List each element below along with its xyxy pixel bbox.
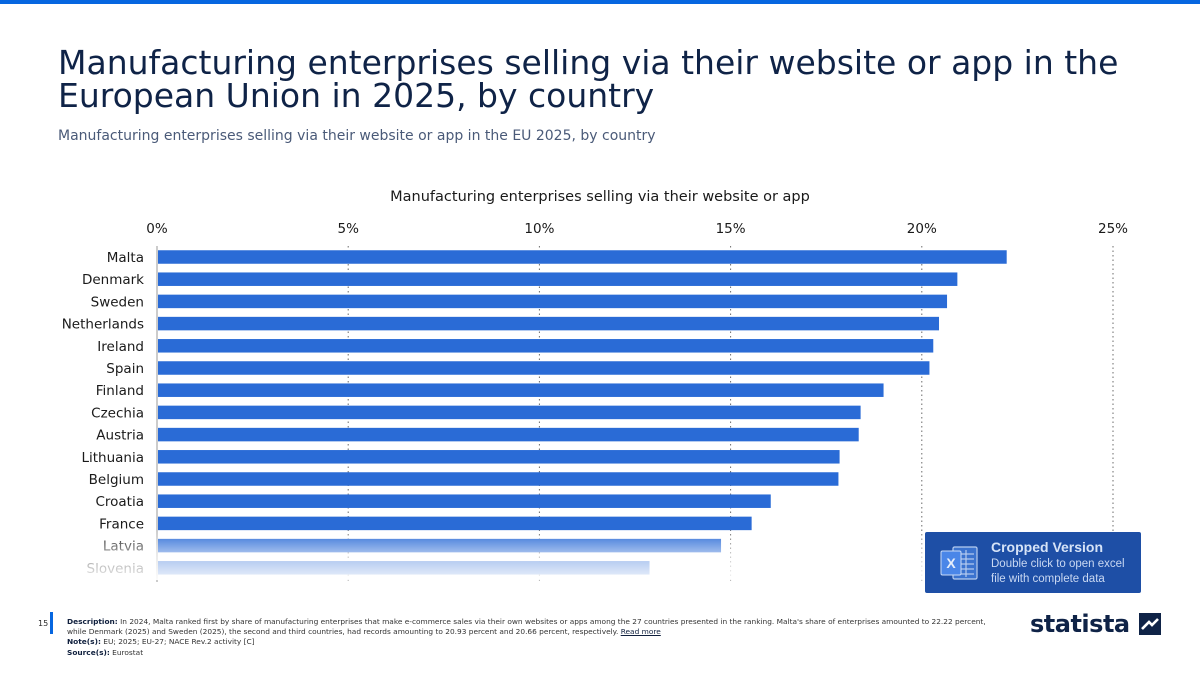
read-more-link[interactable]: Read more [620, 627, 661, 637]
bar-france [158, 516, 752, 531]
logo-text: statista [1030, 610, 1130, 638]
source-text: Eurostat [112, 647, 144, 657]
page-subtitle: Manufacturing enterprises selling via th… [58, 128, 656, 144]
bar-belgium [158, 472, 839, 486]
category-label: Finland [96, 383, 144, 399]
x-tick-label: 0% [146, 221, 168, 237]
bar-croatia [158, 494, 771, 508]
category-label: France [99, 516, 144, 532]
notes-line: Note(s): EU; 2025; EU-27; NACE Rev.2 act… [67, 637, 997, 647]
bar-czechia [158, 405, 861, 420]
category-label: Latvia [103, 539, 144, 555]
category-label: Netherlands [62, 317, 144, 333]
category-label: Sweden [91, 294, 144, 310]
bar-ireland [158, 339, 934, 353]
category-labels: Malta Denmark Sweden Netherlands Ireland Spai… [62, 250, 144, 577]
statista-logo: statista [1030, 610, 1161, 638]
category-label: Croatia [95, 494, 144, 510]
description-label: Description: [67, 617, 118, 626]
bar-spain [158, 361, 930, 375]
source-line: Source(s): Eurostat [67, 648, 997, 658]
top-accent-bar [0, 0, 1200, 4]
logo-mark-icon [1138, 613, 1161, 635]
x-tick-label: 25% [1098, 221, 1128, 237]
bar-slovenia [158, 561, 650, 575]
category-label: Austria [96, 428, 144, 444]
excel-description: Double click to open excel file with com… [991, 558, 1125, 585]
bar-lithuania [158, 450, 840, 464]
notes-label: Note(s): [67, 637, 101, 647]
category-label: Malta [107, 250, 144, 266]
excel-download-button[interactable]: X Cropped Version Double click to open e… [925, 532, 1141, 593]
description-line: Description: In 2024, Malta ranked first… [67, 617, 997, 637]
x-tick-label: 5% [337, 221, 359, 237]
category-label: Lithuania [81, 450, 144, 466]
excel-title: Cropped Version [991, 539, 1104, 555]
category-label: Belgium [89, 472, 144, 488]
source-label: Source(s): [67, 647, 110, 657]
bar-denmark [158, 272, 958, 286]
chart-title: Manufacturing enterprises selling via th… [390, 189, 810, 205]
footer-accent [50, 612, 53, 634]
x-tick-label: 10% [524, 221, 554, 237]
x-tick-label: 20% [907, 221, 937, 237]
x-tick-label: 15% [716, 221, 746, 237]
category-label: Spain [106, 361, 144, 377]
footer-notes: Description: In 2024, Malta ranked first… [67, 617, 997, 658]
bar-latvia [158, 538, 722, 553]
bar-malta [158, 250, 1007, 264]
bar-netherlands [158, 316, 940, 331]
notes-text: EU; 2025; EU-27; NACE Rev.2 activity [C] [103, 637, 255, 647]
bar-austria [158, 427, 859, 442]
x-axis-ticks: 0% 5% 10% 15% 20% 25% [146, 221, 1128, 237]
description-text: In 2024, Malta ranked first by share of … [67, 617, 986, 637]
category-label: Slovenia [87, 561, 144, 577]
svg-text:X: X [946, 555, 956, 571]
category-label: Ireland [97, 339, 144, 355]
bar-sweden [158, 294, 948, 309]
bars [158, 250, 1007, 575]
category-label: Czechia [91, 405, 144, 421]
excel-icon: X [940, 546, 978, 580]
bar-finland [158, 383, 884, 397]
category-label: Denmark [82, 272, 144, 288]
page-title: Manufacturing enterprises selling via th… [58, 43, 1119, 115]
page-number: 15 [38, 619, 49, 628]
